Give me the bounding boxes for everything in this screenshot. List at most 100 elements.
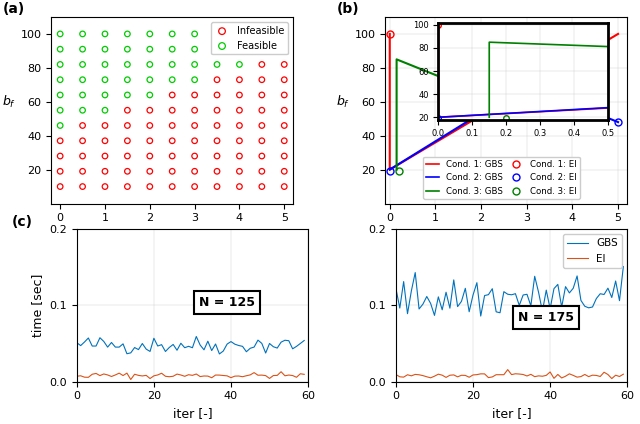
Text: N = 175: N = 175 bbox=[518, 311, 574, 324]
Infeasible bbox=[167, 92, 177, 98]
Infeasible bbox=[189, 183, 200, 190]
GBS bbox=[450, 277, 458, 282]
Infeasible bbox=[55, 183, 65, 190]
Infeasible bbox=[145, 122, 155, 129]
Legend: Infeasible, Feasible: Infeasible, Feasible bbox=[211, 22, 289, 54]
Text: (a): (a) bbox=[3, 2, 25, 16]
Infeasible bbox=[100, 183, 110, 190]
GBS bbox=[477, 313, 484, 318]
Feasible bbox=[189, 46, 200, 53]
Feasible bbox=[257, 46, 267, 53]
X-axis label: $k_f$: $k_f$ bbox=[499, 229, 513, 245]
Infeasible bbox=[234, 168, 244, 175]
Infeasible bbox=[55, 168, 65, 175]
Infeasible bbox=[122, 122, 132, 129]
Feasible bbox=[55, 76, 65, 83]
Infeasible bbox=[257, 61, 267, 68]
Line: EI: EI bbox=[396, 370, 623, 379]
Y-axis label: $b_f$: $b_f$ bbox=[3, 94, 17, 110]
Infeasible bbox=[77, 137, 88, 144]
Feasible bbox=[55, 31, 65, 37]
EI bbox=[608, 376, 616, 381]
Infeasible bbox=[234, 183, 244, 190]
Infeasible bbox=[234, 122, 244, 129]
EI bbox=[392, 372, 400, 377]
Feasible bbox=[189, 61, 200, 68]
Feasible bbox=[145, 46, 155, 53]
Infeasible bbox=[145, 168, 155, 175]
Feasible bbox=[279, 46, 289, 53]
Infeasible bbox=[189, 137, 200, 144]
EI bbox=[539, 374, 547, 379]
Infeasible bbox=[279, 137, 289, 144]
Infeasible bbox=[212, 92, 222, 98]
Infeasible bbox=[167, 107, 177, 114]
Feasible bbox=[55, 107, 65, 114]
GBS bbox=[392, 286, 400, 291]
X-axis label: iter [-]: iter [-] bbox=[492, 407, 531, 420]
Infeasible bbox=[122, 168, 132, 175]
EI bbox=[504, 367, 511, 372]
Text: N = 125: N = 125 bbox=[199, 296, 255, 309]
Infeasible bbox=[257, 107, 267, 114]
Feasible bbox=[167, 31, 177, 37]
Infeasible bbox=[100, 137, 110, 144]
Infeasible bbox=[77, 183, 88, 190]
Feasible bbox=[77, 107, 88, 114]
Infeasible bbox=[279, 92, 289, 98]
GBS bbox=[469, 293, 477, 298]
Infeasible bbox=[77, 122, 88, 129]
Feasible bbox=[122, 92, 132, 98]
Infeasible bbox=[189, 107, 200, 114]
Feasible bbox=[77, 76, 88, 83]
EI bbox=[620, 372, 627, 377]
Feasible bbox=[122, 76, 132, 83]
Feasible bbox=[145, 92, 155, 98]
Infeasible bbox=[279, 76, 289, 83]
EI bbox=[431, 374, 438, 379]
Infeasible bbox=[279, 168, 289, 175]
Feasible bbox=[279, 31, 289, 37]
Feasible bbox=[55, 92, 65, 98]
Feasible bbox=[100, 76, 110, 83]
Infeasible bbox=[122, 107, 132, 114]
GBS bbox=[465, 309, 473, 314]
Infeasible bbox=[167, 183, 177, 190]
EI bbox=[469, 372, 477, 377]
Y-axis label: $b_f$: $b_f$ bbox=[336, 94, 351, 110]
Infeasible bbox=[212, 137, 222, 144]
Feasible bbox=[122, 61, 132, 68]
Infeasible bbox=[257, 137, 267, 144]
Infeasible bbox=[189, 168, 200, 175]
Feasible bbox=[234, 31, 244, 37]
Infeasible bbox=[189, 153, 200, 159]
Feasible bbox=[189, 76, 200, 83]
Y-axis label: time [sec]: time [sec] bbox=[31, 273, 44, 337]
Feasible bbox=[189, 31, 200, 37]
GBS bbox=[431, 313, 438, 318]
Infeasible bbox=[189, 122, 200, 129]
Infeasible bbox=[122, 153, 132, 159]
Infeasible bbox=[279, 61, 289, 68]
GBS bbox=[620, 264, 627, 269]
X-axis label: iter [-]: iter [-] bbox=[173, 407, 212, 420]
Infeasible bbox=[189, 92, 200, 98]
Infeasible bbox=[257, 92, 267, 98]
Feasible bbox=[77, 31, 88, 37]
Feasible bbox=[234, 61, 244, 68]
Infeasible bbox=[100, 153, 110, 159]
Infeasible bbox=[212, 76, 222, 83]
Feasible bbox=[145, 76, 155, 83]
Infeasible bbox=[167, 122, 177, 129]
EI bbox=[450, 372, 458, 377]
Infeasible bbox=[234, 107, 244, 114]
Infeasible bbox=[279, 153, 289, 159]
Feasible bbox=[100, 92, 110, 98]
Infeasible bbox=[100, 122, 110, 129]
Text: (b): (b) bbox=[337, 2, 360, 16]
Infeasible bbox=[257, 76, 267, 83]
Feasible bbox=[167, 76, 177, 83]
Feasible bbox=[100, 31, 110, 37]
Feasible bbox=[145, 31, 155, 37]
Feasible bbox=[212, 61, 222, 68]
